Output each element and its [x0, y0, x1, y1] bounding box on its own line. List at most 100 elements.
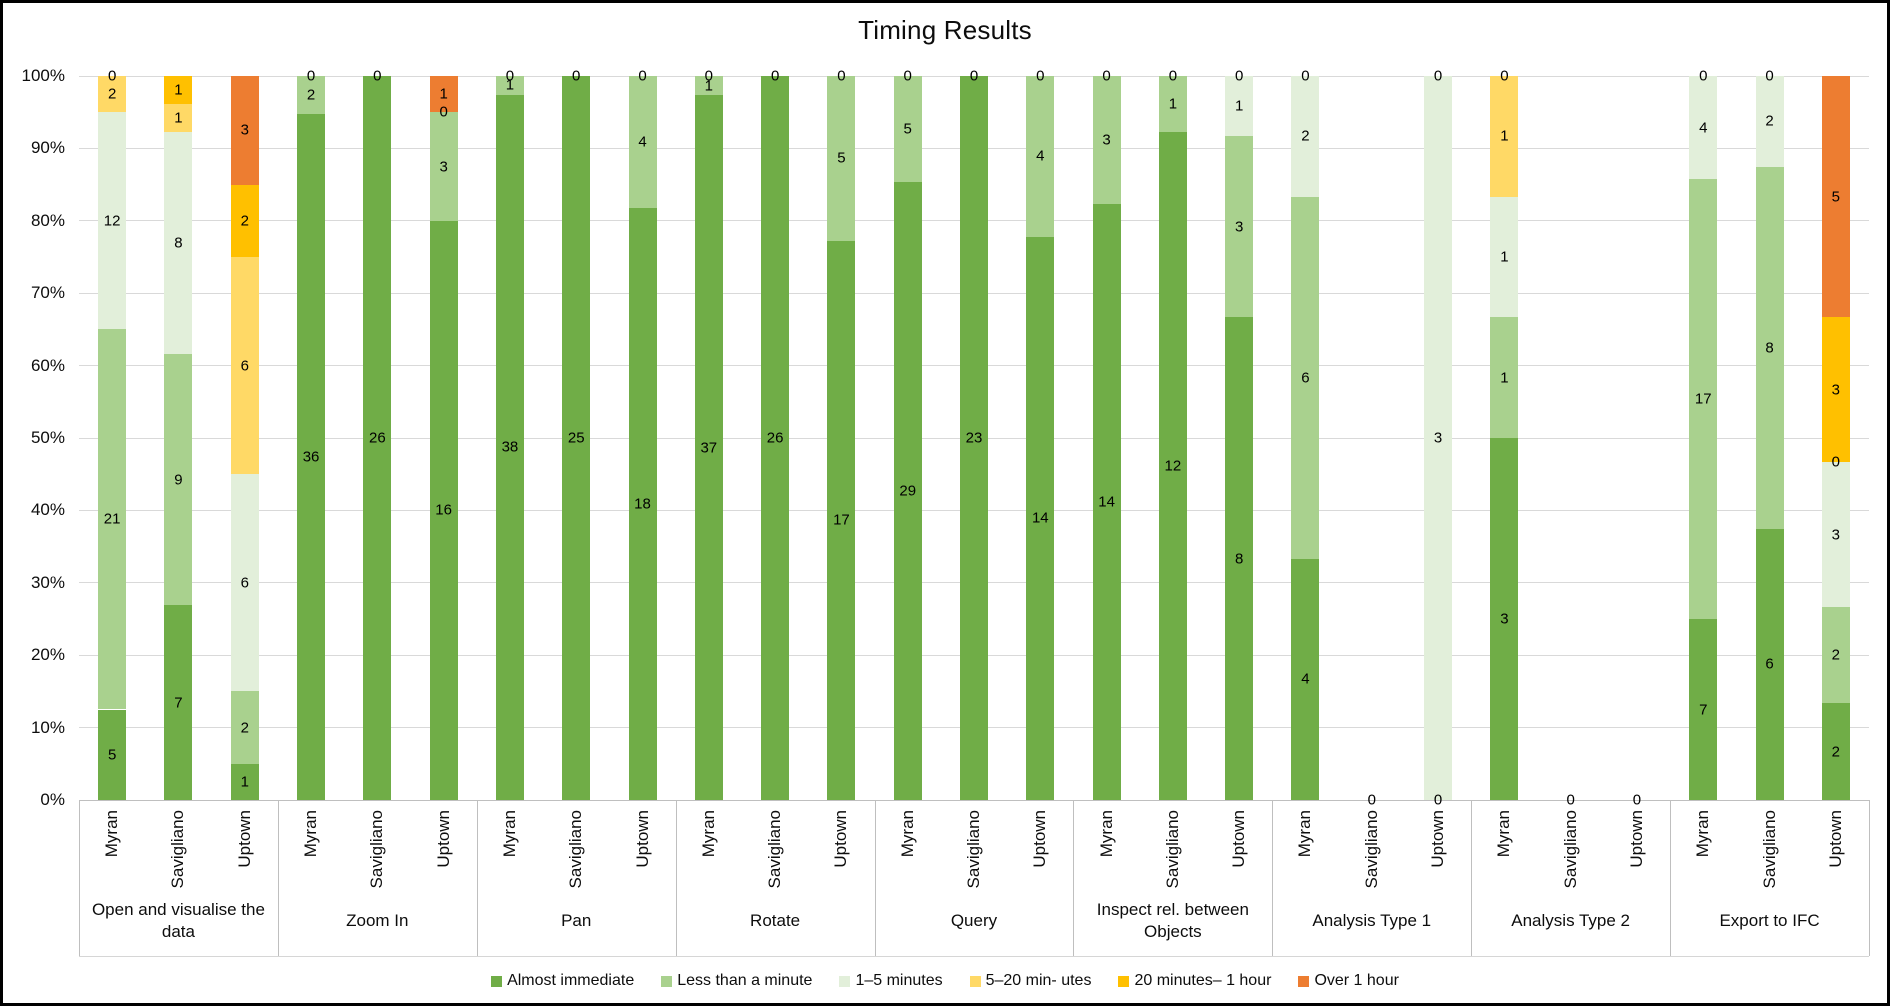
legend-swatch [1118, 975, 1130, 987]
legend-item: 1–5 minutes [839, 972, 943, 990]
bar-category-label: Myran [102, 810, 122, 857]
bar-category-label-text: Myran [301, 810, 321, 858]
bar-category-label: Uptown [1627, 810, 1647, 868]
bar-category-label: Myran [301, 810, 321, 857]
legend-swatch [491, 975, 503, 987]
data-label: 1 [1500, 248, 1509, 266]
bar-segment [164, 605, 193, 800]
bar-segment [1158, 76, 1187, 132]
data-label: 25 [567, 429, 585, 447]
data-label: 9 [174, 471, 183, 489]
bar-segment [1158, 131, 1187, 800]
bar-segment [230, 474, 259, 692]
data-label: 1 [240, 773, 249, 791]
legend-label: 5–20 min- utes [985, 972, 1092, 989]
bar-category-label-text: Uptown [433, 810, 453, 868]
data-label: 1 [174, 109, 183, 127]
bar-segment [429, 76, 458, 113]
bar-segment [363, 76, 392, 800]
category-separator [874, 800, 876, 956]
y-axis-tick-label: 100% [21, 66, 65, 85]
bar-category-label-text: Uptown [632, 810, 652, 868]
bar-segment [1490, 76, 1519, 197]
data-label-zero: 0 [1235, 67, 1244, 85]
bar-category-label-text: Uptown [831, 810, 851, 868]
data-label-zero: 0 [1632, 791, 1642, 809]
bar-category-label-text: Savigliano [1361, 810, 1381, 889]
y-axis-tick-label: 0% [40, 790, 65, 809]
data-label: 12 [1164, 457, 1182, 475]
data-label: 17 [1694, 390, 1712, 408]
legend-label: 1–5 minutes [855, 972, 943, 989]
data-label-zero: 0 [572, 67, 581, 85]
bar-category-label: Uptown [235, 810, 255, 868]
y-axis-tick-label: 30% [30, 572, 65, 592]
bar-category-label-text: Myran [1693, 810, 1713, 858]
bar-segment [1821, 703, 1850, 800]
bar-category-label-text: Uptown [1825, 810, 1845, 868]
bar-segment [1225, 76, 1254, 137]
bar-segment [1821, 76, 1850, 318]
data-label: 5 [1831, 188, 1841, 206]
bar-segment [495, 94, 524, 800]
data-label: 3 [240, 121, 249, 139]
data-label-zero: 0 [903, 67, 912, 85]
data-label: 29 [899, 482, 917, 500]
bar-category-label-text: Uptown [1428, 810, 1448, 868]
data-label-zero: 0 [1765, 67, 1774, 85]
bar-category-label: Uptown [831, 810, 851, 868]
group-label: Analysis Type 2 [1511, 910, 1631, 930]
legend-item: 5–20 min- utes [969, 972, 1092, 990]
data-label: 6 [240, 357, 249, 375]
bar-category-label-text: Savigliano [1162, 810, 1182, 889]
bar-segment [1225, 317, 1254, 800]
bar-segment [827, 240, 856, 800]
bar-category-label: Uptown [633, 810, 653, 868]
y-axis-tick-label: 70% [30, 283, 65, 303]
data-label: 4 [1036, 147, 1045, 165]
bar-segment [230, 257, 259, 475]
data-label-zero: 0 [704, 67, 713, 85]
legend-item: Almost immediate [491, 972, 634, 990]
data-label-zero: 0 [373, 67, 382, 85]
bar-segment [98, 112, 127, 330]
bar-category-label: Uptown [1030, 810, 1050, 868]
bar-segment [827, 76, 856, 241]
group-label: Query [950, 910, 998, 930]
data-label: 2 [306, 86, 316, 104]
y-axis-tick-label: 20% [30, 645, 65, 665]
bar-category-label: Savigliano [168, 810, 188, 888]
y-axis-tick-label: 10% [30, 717, 65, 737]
bar-category-label: Savigliano [1163, 810, 1183, 888]
data-label: 1 [704, 77, 713, 95]
bar-segment [562, 76, 591, 800]
data-label: 5 [107, 746, 117, 764]
data-label: 3 [1235, 218, 1244, 236]
legend-item: 20 minutes– 1 hour [1118, 972, 1271, 990]
bar-segment [628, 207, 657, 800]
bar-category-label: Savigliano [1760, 810, 1780, 888]
group-label: Zoom In [346, 910, 409, 930]
data-label: 7 [174, 694, 183, 712]
bar-category-label-text: Savigliano [566, 810, 586, 889]
bar-category-label-text: Savigliano [964, 810, 983, 889]
legend-swatch [1298, 975, 1310, 987]
bar-category-label-text: Savigliano [1759, 810, 1779, 889]
bar-segment [1821, 462, 1850, 607]
bar-segment [1755, 528, 1784, 800]
data-label: 8 [1765, 339, 1774, 356]
bar-category-label-text: Uptown [234, 810, 254, 868]
data-label: 3 [1102, 131, 1111, 149]
bar-category-label: Savigliano [964, 810, 984, 888]
data-label: 2 [1831, 646, 1841, 664]
data-label-zero: 0 [1036, 67, 1045, 85]
data-label: 8 [1235, 550, 1244, 568]
y-axis-tick-label: 90% [30, 138, 65, 158]
bar-category-label: Myran [1295, 810, 1315, 857]
bar-category-label: Uptown [1428, 810, 1448, 868]
bar-segment [164, 354, 193, 606]
data-label-zero: 0 [1433, 67, 1443, 85]
data-label: 18 [634, 495, 651, 513]
category-separator [79, 800, 80, 956]
